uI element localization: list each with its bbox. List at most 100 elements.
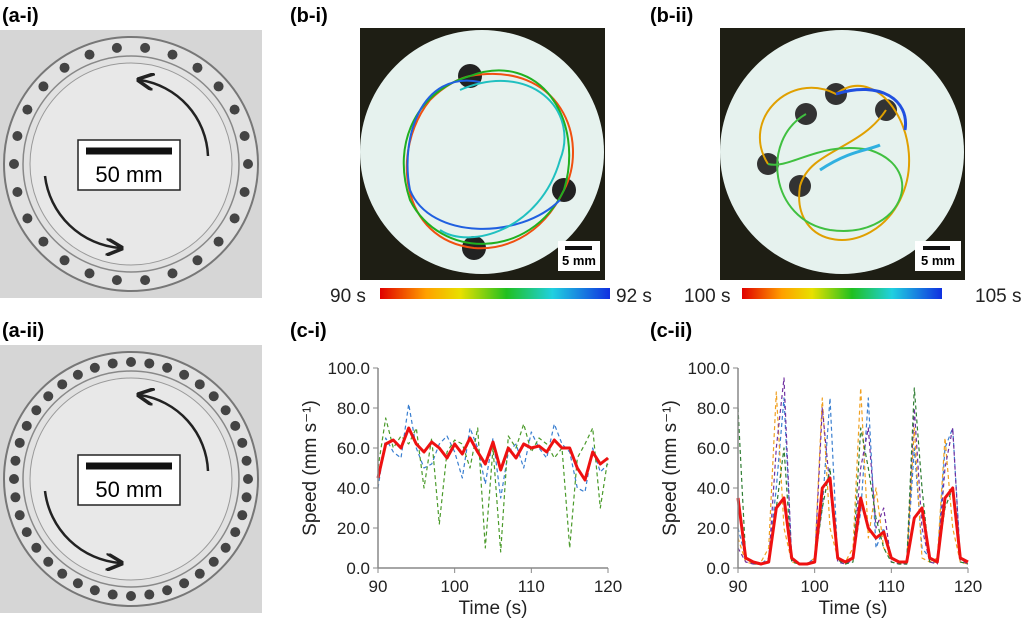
particle — [162, 585, 173, 596]
x-tick-label: 100 — [800, 577, 828, 596]
panel-label: (b-ii) — [650, 5, 693, 27]
colorbar-label: 92 s — [616, 286, 652, 307]
particle — [208, 556, 219, 567]
dish-ring — [22, 370, 240, 588]
particle — [162, 362, 173, 373]
particle — [192, 255, 203, 266]
photo: 5 mm — [360, 28, 605, 280]
y-tick-label: 40.0 — [697, 479, 730, 498]
particle — [59, 62, 70, 73]
arrow — [43, 175, 120, 248]
y-tick-label: 80.0 — [337, 399, 370, 418]
particle — [43, 391, 54, 402]
y-tick-label: 0.0 — [706, 559, 730, 578]
particle — [126, 357, 136, 367]
arrow — [140, 80, 210, 157]
scale-bar: 50 mm — [77, 139, 181, 191]
x-tick-label: 100 — [440, 577, 468, 596]
photo: 5 mm — [720, 28, 965, 280]
y-tick-label: 60.0 — [337, 439, 370, 458]
particle — [10, 492, 21, 503]
particle — [9, 159, 19, 169]
series-line — [736, 476, 969, 566]
particle — [31, 405, 42, 416]
particle — [72, 369, 83, 380]
panel-label: (b-i) — [290, 5, 328, 27]
x-tick-label: 110 — [518, 577, 545, 596]
particle — [59, 255, 70, 266]
particle — [38, 236, 49, 247]
x-tick-label: 90 — [729, 577, 748, 596]
panel-label: (a-i) — [2, 5, 39, 27]
particle — [14, 437, 25, 448]
particle — [12, 131, 23, 142]
scale-label: 5 mm — [921, 253, 955, 268]
dish-ring — [22, 55, 240, 273]
particle — [144, 358, 155, 369]
particle — [241, 492, 252, 503]
particle — [230, 420, 241, 431]
panel-label: (a-ii) — [2, 320, 44, 342]
y-tick-label: 100.0 — [327, 359, 370, 378]
particle — [194, 568, 205, 579]
scale-label: 50 mm — [95, 477, 162, 502]
particle — [167, 49, 178, 60]
panel-label: (c-ii) — [650, 320, 692, 342]
particle — [144, 589, 155, 600]
particle — [38, 81, 49, 92]
scale-label: 5 mm — [562, 253, 596, 268]
particle — [14, 510, 25, 521]
particle — [237, 510, 248, 521]
particle — [43, 556, 54, 567]
particle — [220, 405, 231, 416]
particle — [72, 578, 83, 589]
particle — [84, 268, 95, 279]
particle — [167, 268, 178, 279]
arrow — [43, 490, 120, 563]
particle — [194, 379, 205, 390]
y-tick-label: 100.0 — [687, 359, 730, 378]
particle — [89, 585, 100, 596]
y-axis-label: Speed (mm s⁻¹) — [300, 400, 321, 536]
particle — [241, 455, 252, 466]
particle — [208, 391, 219, 402]
y-tick-label: 0.0 — [346, 559, 370, 578]
particle — [107, 358, 118, 369]
particle — [57, 568, 68, 579]
y-tick-label: 20.0 — [337, 519, 370, 538]
particle — [89, 362, 100, 373]
particle — [243, 474, 253, 484]
arrow — [140, 395, 210, 472]
y-tick-label: 20.0 — [697, 519, 730, 538]
particle — [22, 104, 33, 115]
particle — [243, 159, 253, 169]
particle — [179, 578, 190, 589]
particle — [213, 81, 224, 92]
scale-bar: 50 mm — [77, 454, 181, 506]
series-line — [376, 426, 609, 482]
colorbar-label: 105 s — [975, 286, 1021, 307]
particle — [179, 369, 190, 380]
particle — [237, 437, 248, 448]
y-tick-label: 40.0 — [337, 479, 370, 498]
x-tick-label: 90 — [369, 577, 388, 596]
scale-label: 50 mm — [95, 162, 162, 187]
particle — [192, 62, 203, 73]
x-tick-label: 110 — [878, 577, 905, 596]
particle — [213, 236, 224, 247]
particle — [21, 527, 32, 538]
particle — [57, 379, 68, 390]
x-tick-label: 120 — [954, 577, 982, 596]
colorbar: 100 s 105 s — [684, 286, 1021, 307]
particle — [111, 275, 122, 286]
particle — [107, 589, 118, 600]
x-axis-label: Time (s) — [819, 598, 888, 619]
particle — [140, 275, 151, 286]
particle — [84, 49, 95, 60]
x-axis-label: Time (s) — [459, 598, 528, 619]
colorbar-label: 100 s — [684, 286, 730, 307]
particle — [111, 42, 122, 53]
particle — [21, 420, 32, 431]
panel-label: (c-i) — [290, 320, 327, 342]
